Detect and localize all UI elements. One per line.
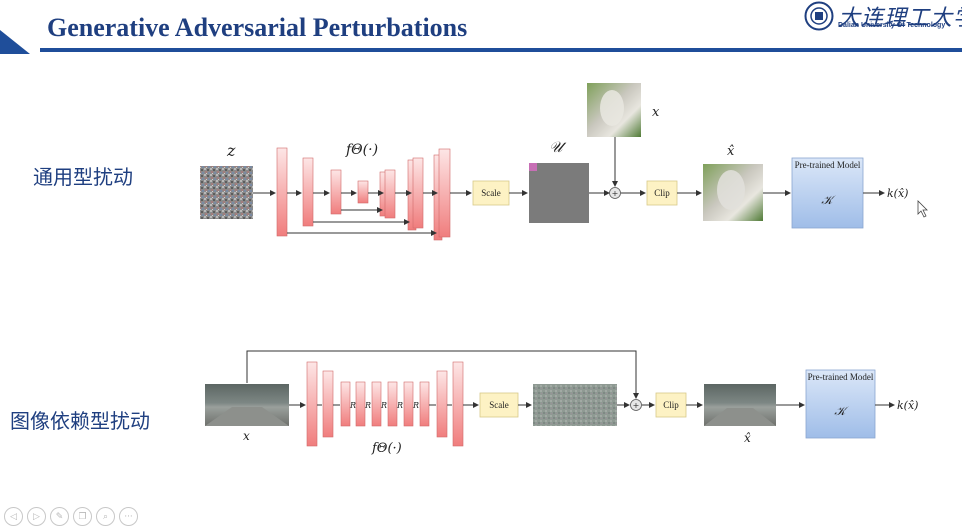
- zoom-icon[interactable]: ⌕: [96, 507, 115, 526]
- add-symbol-top: +: [612, 189, 619, 198]
- logo-name-cn: 大连理工大学: [838, 6, 962, 31]
- layer-bottom-10: [452, 361, 464, 447]
- more-icon[interactable]: ···: [119, 507, 138, 526]
- resblock-3: R: [380, 401, 387, 410]
- skip-input-to-add-bottom: [246, 350, 639, 399]
- layer-top-4: [357, 180, 369, 204]
- slide-title: Generative Adversarial Perturbations: [47, 13, 468, 42]
- prev-icon[interactable]: ◁: [4, 507, 23, 526]
- generator-layers-bottom: [306, 361, 464, 447]
- model-title-bottom: Pre-trained Model: [807, 372, 874, 382]
- layer-top-8: [412, 157, 424, 229]
- layer-bottom-6: [387, 381, 398, 427]
- scale-label-bottom: Scale: [489, 400, 509, 410]
- layer-bottom-9: [436, 370, 448, 438]
- noise-image: [200, 166, 253, 219]
- layer-bottom-1: [306, 361, 318, 447]
- add-node-bottom: [630, 399, 642, 411]
- mouse-cursor-icon: [917, 200, 928, 218]
- clip-box-top: [646, 180, 678, 206]
- residual-blocks-bottom: R R R R R: [349, 401, 419, 410]
- scale-box-bottom: [479, 392, 519, 418]
- add-node-top: [609, 187, 621, 199]
- clip-label-top: Clip: [654, 188, 670, 198]
- layer-bottom-5: [371, 381, 382, 427]
- input-label-top: x: [652, 105, 660, 120]
- image-dependent-perturbation-label: 图像依赖型扰动: [10, 409, 150, 433]
- generator-flow-top: [287, 190, 438, 236]
- universal-perturbation-label: 通用型扰动: [33, 165, 133, 189]
- output-label-bottom: x̂: [744, 431, 751, 445]
- resblock-2: R: [364, 401, 371, 410]
- generator-label-bottom: fΘ(·): [371, 441, 402, 456]
- layer-bottom-2: [322, 370, 334, 438]
- layer-top-1: [276, 147, 288, 237]
- clip-label-bottom: Clip: [663, 400, 679, 410]
- university-logo: 大连理工大学 Dalian University Of Technology: [804, 0, 962, 34]
- layer-bottom-3: [340, 381, 351, 427]
- result-label-bottom: k(x̂): [897, 399, 918, 412]
- header-decoration: [0, 30, 962, 54]
- noise-label: z: [226, 141, 236, 160]
- butterfly-wing: [600, 90, 624, 126]
- layer-top-10: [438, 148, 451, 238]
- result-label-top: k(x̂): [887, 187, 908, 200]
- next-icon[interactable]: ▷: [27, 507, 46, 526]
- input-label-bottom: x: [243, 429, 250, 443]
- model-title-top: Pre-trained Model: [794, 160, 861, 170]
- layer-top-6: [384, 169, 396, 219]
- universal-perturbation-image: [529, 163, 589, 223]
- output-label-top: x̂: [727, 144, 735, 159]
- university-emblem-icon: [804, 1, 834, 31]
- layer-top-2: [302, 157, 314, 227]
- street-road: [205, 407, 289, 426]
- perturbation-label: 𝒰: [549, 138, 567, 156]
- image-dependent-perturbation-image: [533, 384, 617, 426]
- layer-top-3: [330, 169, 342, 215]
- perturbation-pattern-patch: [529, 163, 537, 171]
- resblock-1: R: [349, 401, 356, 410]
- layer-bottom-7: [403, 381, 414, 427]
- generator-label-top: fΘ(·): [345, 142, 378, 158]
- header-rule: [40, 48, 962, 52]
- scale-label-top: Scale: [481, 188, 501, 198]
- copy-icon[interactable]: ❐: [73, 507, 92, 526]
- layer-bottom-8: [419, 381, 430, 427]
- resblock-5: R: [412, 401, 419, 410]
- pen-icon[interactable]: ✎: [50, 507, 69, 526]
- generator-layers-top: [276, 147, 451, 241]
- street-adversarial-road: [704, 408, 776, 426]
- header-accent-triangle: [0, 30, 30, 54]
- logo-name-en: Dalian University Of Technology: [838, 22, 946, 29]
- resblock-4: R: [396, 401, 403, 410]
- pretrained-model-box-bottom: [805, 369, 876, 439]
- layer-bottom-4: [355, 381, 366, 427]
- butterfly-adversarial-wing: [717, 170, 745, 210]
- add-symbol-bottom: +: [633, 401, 640, 410]
- clip-box-bottom: [655, 392, 687, 418]
- presentation-nav: ◁ ▷ ✎ ❐ ⌕ ···: [4, 507, 138, 526]
